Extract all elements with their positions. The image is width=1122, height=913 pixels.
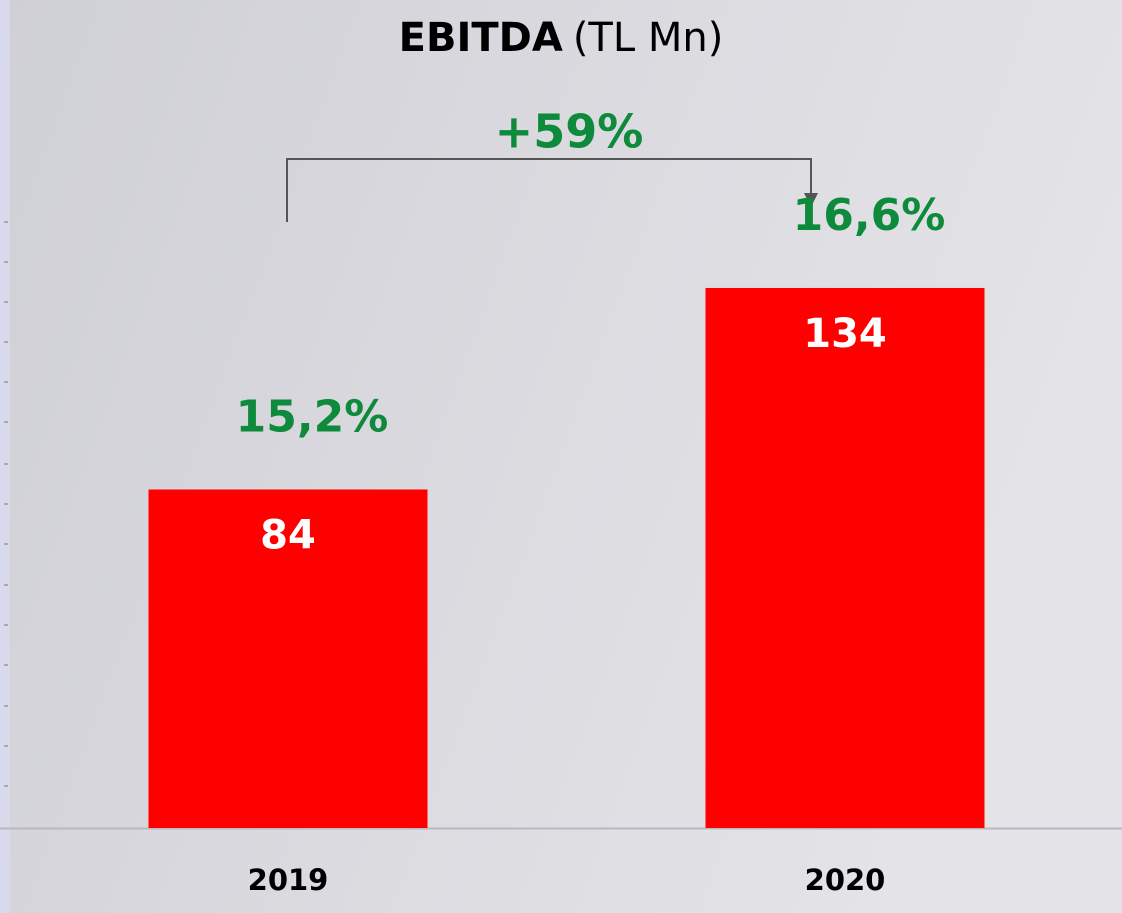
- bar: [148, 489, 428, 828]
- growth-label: +59%: [495, 105, 644, 159]
- edge-dashes: [4, 221, 8, 787]
- growth-bracket: [286, 158, 812, 222]
- bar: [705, 287, 985, 829]
- chart-title: EBITDA (TL Mn): [399, 15, 724, 61]
- growth-arrowhead: [804, 193, 818, 207]
- x-tick-label: 2019: [248, 863, 329, 897]
- x-tick-label: 2020: [805, 863, 886, 897]
- left-strip: [0, 0, 10, 913]
- value-label: 134: [803, 311, 887, 357]
- margin-label: 15,2%: [236, 391, 389, 442]
- margin-label: 16,6%: [793, 190, 946, 241]
- title-unit: (TL Mn): [573, 15, 724, 61]
- title-main: EBITDA: [399, 15, 563, 61]
- value-label: 84: [260, 512, 316, 558]
